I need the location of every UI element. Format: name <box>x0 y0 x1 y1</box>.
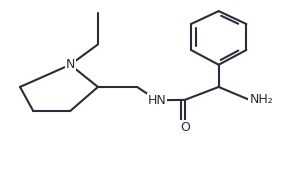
Text: O: O <box>180 121 190 134</box>
Text: HN: HN <box>148 94 166 107</box>
Text: NH₂: NH₂ <box>249 93 273 106</box>
Text: N: N <box>66 58 75 71</box>
